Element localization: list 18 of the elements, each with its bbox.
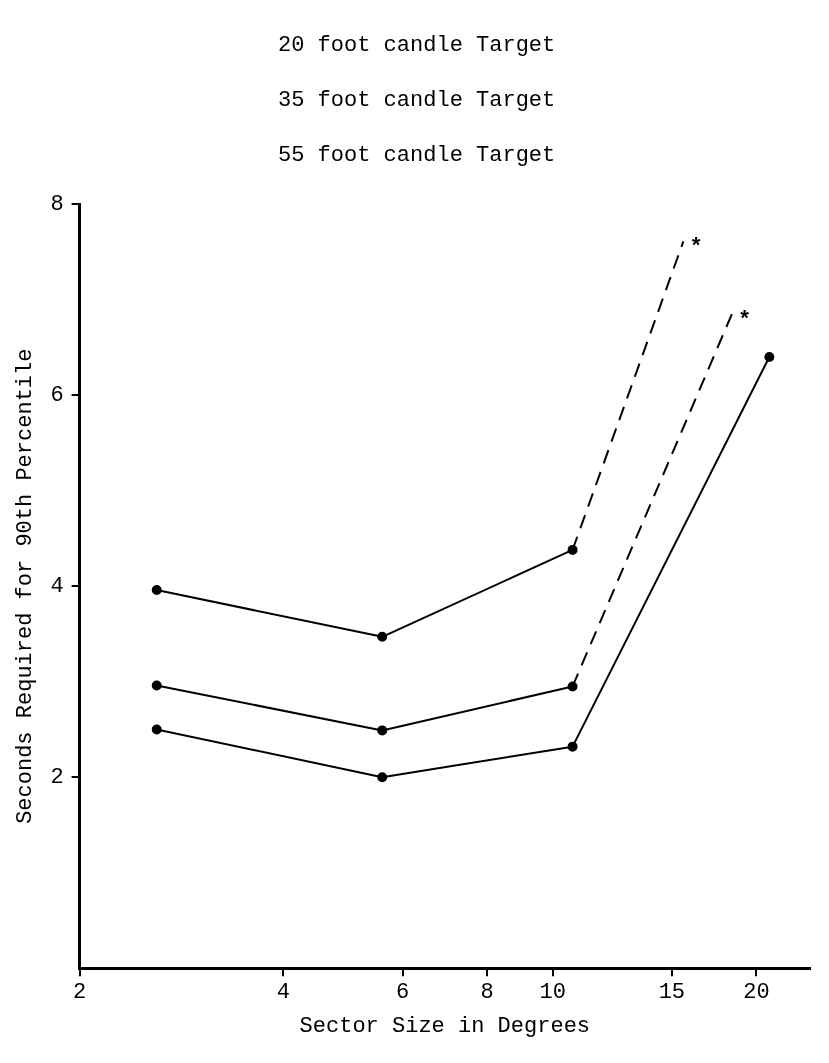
y-tick-label: 8 xyxy=(50,192,64,218)
annotation: * xyxy=(689,234,703,260)
y-tick-label: 4 xyxy=(50,574,64,600)
x-tick-label: 10 xyxy=(539,980,566,1006)
x-tick-label: 2 xyxy=(73,980,87,1006)
text: 55 foot candle Target xyxy=(278,142,557,170)
annotation: * xyxy=(737,307,752,333)
y-tick-label: 6 xyxy=(50,383,64,409)
x-tick-label: 8 xyxy=(480,980,494,1006)
y-tick-label: 2 xyxy=(50,765,64,791)
text: 35 foot candle Target xyxy=(278,87,557,115)
x-axis-title: Sector Size in Degrees xyxy=(299,1013,591,1039)
x-tick-label: 6 xyxy=(395,980,410,1006)
text: 20 foot candle Target xyxy=(278,32,557,60)
x-tick-label: 4 xyxy=(276,980,290,1006)
x-tick-label: 15 xyxy=(658,980,686,1006)
y-axis-title: Seconds Required for 90th Percentile xyxy=(13,348,39,824)
x-tick-label: 20 xyxy=(743,980,770,1006)
